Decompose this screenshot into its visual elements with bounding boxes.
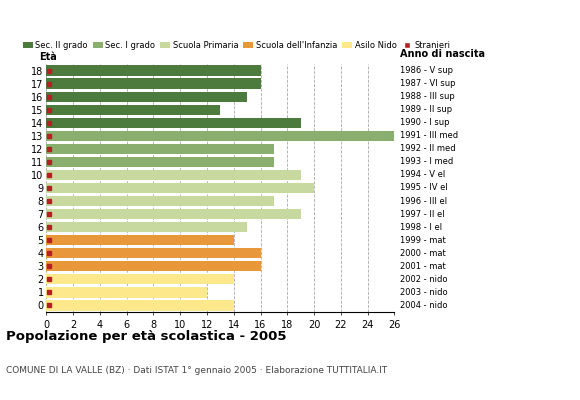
Bar [46, 118, 300, 128]
Text: 2001 - mat: 2001 - mat [400, 262, 445, 271]
Text: 1987 - VI sup: 1987 - VI sup [400, 79, 455, 88]
Text: 1998 - I el: 1998 - I el [400, 223, 442, 232]
Bar [46, 248, 260, 258]
Bar [46, 183, 314, 193]
Text: 2004 - nido: 2004 - nido [400, 301, 447, 310]
Bar [46, 287, 207, 298]
Text: Età: Età [39, 52, 57, 62]
Text: 1990 - I sup: 1990 - I sup [400, 118, 450, 127]
Bar [46, 261, 260, 272]
Bar [46, 92, 247, 102]
Text: 1991 - III med: 1991 - III med [400, 131, 458, 140]
Text: Popolazione per età scolastica - 2005: Popolazione per età scolastica - 2005 [6, 330, 287, 343]
Legend: Sec. II grado, Sec. I grado, Scuola Primaria, Scuola dell'Infanzia, Asilo Nido, : Sec. II grado, Sec. I grado, Scuola Prim… [23, 41, 450, 50]
Bar [46, 157, 274, 167]
Bar [46, 131, 394, 141]
Text: COMUNE DI LA VALLE (BZ) · Dati ISTAT 1° gennaio 2005 · Elaborazione TUTTITALIA.I: COMUNE DI LA VALLE (BZ) · Dati ISTAT 1° … [6, 366, 387, 375]
Text: 1997 - II el: 1997 - II el [400, 210, 444, 219]
Bar [46, 196, 274, 206]
Bar [46, 274, 234, 284]
Text: 1993 - I med: 1993 - I med [400, 157, 453, 166]
Text: 1992 - II med: 1992 - II med [400, 144, 455, 153]
Bar [46, 209, 300, 219]
Bar [46, 222, 247, 232]
Bar [46, 300, 234, 310]
Text: 1989 - II sup: 1989 - II sup [400, 105, 452, 114]
Text: 2003 - nido: 2003 - nido [400, 288, 447, 297]
Text: 2000 - mat: 2000 - mat [400, 249, 445, 258]
Bar [46, 78, 260, 89]
Bar [46, 144, 274, 154]
Bar [46, 104, 220, 115]
Text: 1995 - IV el: 1995 - IV el [400, 184, 448, 192]
Text: 1996 - III el: 1996 - III el [400, 196, 447, 206]
Text: Anno di nascita: Anno di nascita [400, 49, 485, 59]
Text: 1988 - III sup: 1988 - III sup [400, 92, 455, 101]
Text: 1994 - V el: 1994 - V el [400, 170, 445, 180]
Text: 1986 - V sup: 1986 - V sup [400, 66, 453, 75]
Text: 1999 - mat: 1999 - mat [400, 236, 445, 245]
Bar [46, 170, 300, 180]
Bar [46, 235, 234, 245]
Bar [46, 66, 260, 76]
Text: 2002 - nido: 2002 - nido [400, 275, 447, 284]
